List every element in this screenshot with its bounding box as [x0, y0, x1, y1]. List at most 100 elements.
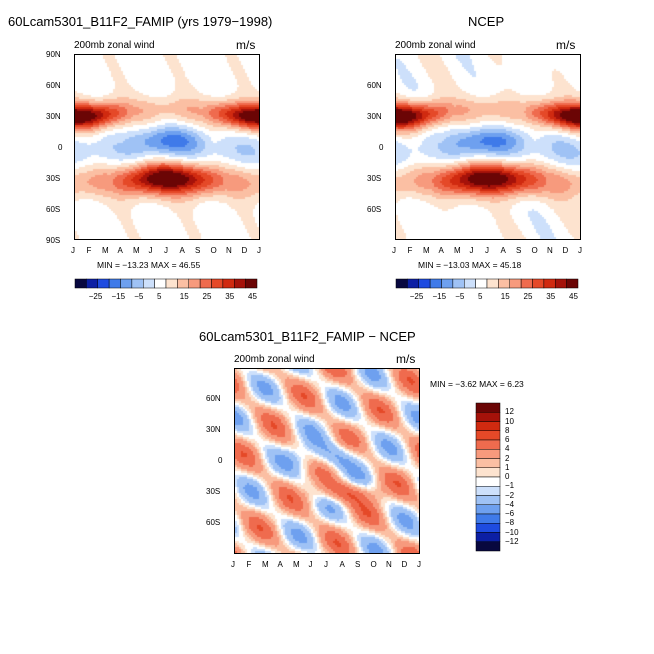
panel3-heatmap [235, 369, 419, 553]
month-tick-label: N [226, 246, 232, 255]
month-tick-label: J [231, 560, 235, 569]
month-tick-label: F [246, 560, 252, 569]
month-tick-label: M [423, 246, 430, 255]
month-tick-label: A [179, 246, 185, 255]
panel1-colorbar [74, 278, 258, 289]
panel2-subtitle: 200mb zonal wind [395, 40, 476, 51]
panel2-lat-tick: 30N [367, 112, 382, 121]
colorbar-swatch [475, 541, 501, 552]
panel2-stats: MIN = −13.03 MAX = 45.18 [418, 260, 522, 270]
month-tick-label: F [407, 246, 413, 255]
colorbar-label: 2 [505, 453, 510, 463]
colorbar-swatch [555, 278, 567, 289]
colorbar-swatch [407, 278, 419, 289]
panel1-plot [74, 54, 260, 240]
panel1-lat-tick: 60S [46, 205, 61, 214]
month-tick-label: O [370, 560, 377, 569]
colorbar-swatch [475, 430, 501, 441]
colorbar-swatch [475, 476, 501, 487]
panel2-lat-tick: 0 [379, 143, 384, 152]
month-tick-label: J [71, 246, 75, 255]
panel1-subtitle: 200mb zonal wind [74, 40, 155, 51]
panel1-stats: MIN = −13.23 MAX = 46.55 [97, 260, 201, 270]
panel3-lat-tick: 0 [218, 456, 223, 465]
month-tick-label: J [417, 560, 421, 569]
panel2-lat-tick: 30S [367, 174, 382, 183]
colorbar-swatch [395, 278, 408, 289]
colorbar-label: −8 [505, 518, 515, 528]
colorbar-swatch [486, 278, 499, 289]
month-tick-label: N [386, 560, 392, 569]
month-tick-label: A [339, 560, 345, 569]
colorbar-label: −15 [111, 292, 126, 301]
colorbar-label: −25 [88, 292, 103, 301]
panel3-subtitle: 200mb zonal wind [234, 354, 315, 365]
colorbar-label: −5 [134, 292, 144, 301]
colorbar-label: 45 [569, 292, 578, 301]
month-tick-label: A [438, 246, 444, 255]
month-tick-label: M [293, 560, 300, 569]
colorbar-swatch [543, 278, 556, 289]
colorbar-swatch [188, 278, 201, 289]
colorbar-swatch [532, 278, 545, 289]
month-tick-label: J [324, 560, 328, 569]
colorbar-swatch [131, 278, 144, 289]
month-tick-label: S [516, 246, 522, 255]
panel2-heatmap [396, 55, 580, 239]
month-tick-label: A [500, 246, 506, 255]
panel1-lat-tick: 90S [46, 236, 61, 245]
panel3-lat-tick: 30N [206, 425, 221, 434]
colorbar-swatch [154, 278, 167, 289]
month-tick-label: D [562, 246, 569, 255]
colorbar-swatch [475, 532, 501, 542]
month-tick-label: J [257, 246, 261, 255]
month-tick-label: N [547, 246, 553, 255]
colorbar-swatch [475, 421, 501, 431]
month-tick-label: F [86, 246, 92, 255]
month-tick-label: J [578, 246, 582, 255]
colorbar-swatch [475, 467, 501, 478]
month-tick-label: A [117, 246, 123, 255]
panel2-title: NCEP [468, 14, 505, 29]
colorbar-swatch [475, 278, 488, 289]
colorbar-label: −2 [505, 490, 515, 500]
month-tick-label: O [210, 246, 217, 255]
colorbar-label: 25 [202, 292, 212, 301]
colorbar-label: 15 [179, 292, 189, 301]
panel2-units: m/s [556, 38, 576, 52]
colorbar-label: 4 [505, 444, 510, 454]
colorbar-swatch [429, 278, 442, 289]
panel1-heatmap [75, 55, 259, 239]
colorbar-swatch [74, 278, 87, 289]
panel2-lat-tick: 60N [367, 81, 382, 90]
colorbar-label: 45 [248, 292, 257, 301]
month-tick-label: J [485, 246, 489, 255]
month-tick-label: D [241, 246, 248, 255]
colorbar-label: 0 [505, 472, 510, 481]
colorbar-label: −1 [505, 481, 515, 491]
colorbar-swatch [86, 278, 98, 289]
colorbar-label: −6 [505, 509, 515, 518]
colorbar-label: −12 [505, 536, 519, 546]
panel2-lat-tick: 60S [367, 205, 382, 214]
month-tick-label: J [392, 246, 396, 255]
colorbar-label: −25 [409, 292, 424, 301]
panel3-plot [234, 368, 420, 554]
month-tick-label: M [133, 246, 140, 255]
colorbar-swatch [475, 513, 501, 524]
month-tick-label: A [277, 560, 283, 569]
panel3-lat-tick: 60N [206, 394, 221, 403]
panel3-lat-tick: 60S [206, 518, 221, 527]
colorbar-label: 35 [225, 292, 235, 301]
panel1-lat-tick: 60N [46, 81, 61, 90]
panel3-colorbar [475, 402, 501, 552]
colorbar-swatch [211, 278, 224, 289]
colorbar-label: 8 [505, 425, 510, 435]
colorbar-label: 10 [505, 416, 514, 426]
colorbar-swatch [520, 278, 533, 289]
colorbar-label: −5 [455, 292, 465, 301]
panel2-colorbar [395, 278, 579, 289]
month-tick-label: S [355, 560, 361, 569]
panel3-title: 60Lcam5301_B11F2_FAMIP − NCEP [199, 329, 416, 344]
month-tick-label: J [164, 246, 168, 255]
